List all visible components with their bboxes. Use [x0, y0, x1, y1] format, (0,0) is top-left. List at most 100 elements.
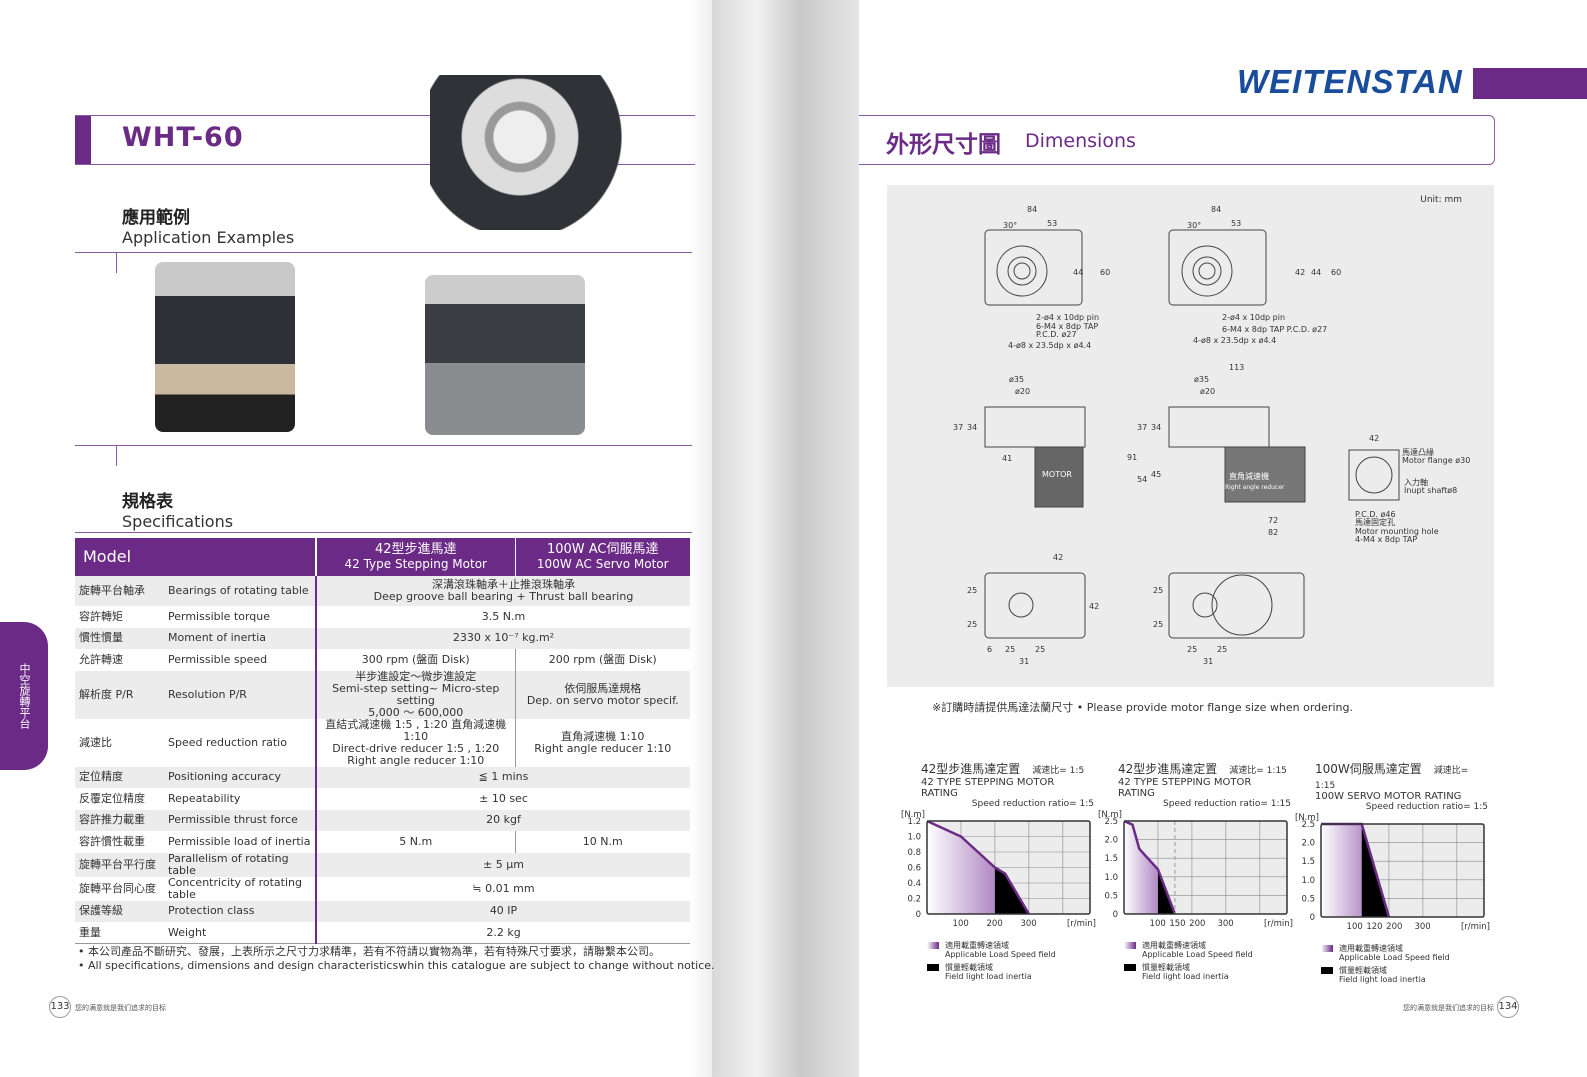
spec-value-servo: 200 rpm (盤面 Disk) — [548, 652, 657, 666]
x-tick-label: 100 — [953, 919, 969, 929]
svg-text:84: 84 — [1027, 205, 1037, 214]
y-tick-label: 1.5 — [1301, 857, 1315, 867]
svg-text:6-M4 x 8dp TAP: 6-M4 x 8dp TAP — [1036, 322, 1098, 331]
x-tick-label: 300 — [1414, 922, 1430, 932]
y-tick-label: 2.5 — [1301, 820, 1315, 830]
svg-text:MOTOR: MOTOR — [1042, 470, 1072, 479]
svg-text:60: 60 — [1331, 268, 1341, 277]
svg-text:ø35: ø35 — [1194, 375, 1209, 384]
application-image-stepper — [155, 262, 295, 432]
specs-heading: 規格表 Specifications — [122, 487, 233, 531]
y-axis-label: [N.m] — [901, 810, 925, 820]
dimensions-heading-zh: 外形尺寸圖 — [886, 132, 1001, 158]
svg-text:ø20: ø20 — [1200, 387, 1215, 396]
rating-curve — [926, 819, 1030, 915]
applications-heading-zh: 應用範例 — [122, 208, 190, 228]
svg-text:6-M4 x 8dp TAP P.C.D. ø27: 6-M4 x 8dp TAP P.C.D. ø27 — [1222, 325, 1327, 334]
category-side-tab[interactable]: 中空旋轉平台 — [0, 622, 48, 770]
spec-table: Model 42型步進馬達 42 Type Stepping Motor 100W… — [75, 538, 690, 944]
svg-text:2-ø4 x 10dp pin: 2-ø4 x 10dp pin — [1036, 313, 1099, 322]
legend-inertia: 慣量輕載領域 Field light load inertia — [1124, 963, 1291, 981]
spec-label-en: Positioning accuracy — [168, 766, 317, 788]
legend-applicable: 適用載重轉速領域 Applicable Load Speed field — [927, 941, 1094, 959]
spec-label-en: Moment of inertia — [168, 627, 317, 649]
svg-text:113: 113 — [1229, 363, 1244, 372]
svg-text:53: 53 — [1231, 219, 1241, 228]
svg-text:30°: 30° — [1187, 221, 1201, 230]
svg-text:6: 6 — [987, 645, 992, 654]
spec-label-zh: 容許推力載重 — [75, 809, 168, 831]
spec-row: 容許推力載重 Permissible thrust force 20 kgf — [75, 809, 690, 831]
divider-tick — [116, 253, 117, 273]
flange-view — [1348, 449, 1400, 501]
spec-label-en: Weight — [168, 922, 317, 944]
spec-value: 深溝滾珠軸承＋止推滾珠軸承 Deep groove ball bearing +… — [316, 576, 690, 606]
motor-rating-chart: 42型步進馬達定置 減速比= 1:15 42 TYPE STEPPING MOTO… — [1094, 760, 1293, 981]
spec-label-en: Speed reduction ratio — [168, 718, 317, 767]
spec-label-en: Resolution P/R — [168, 670, 317, 719]
spec-value: 20 kgf — [316, 809, 690, 831]
page-number-right: 134 — [1497, 996, 1519, 1018]
spec-label-zh: 反覆定位精度 — [79, 791, 145, 805]
spec-label-zh: 重量 — [75, 922, 168, 944]
legend-inertia: 慣量輕載領域 Field light load inertia — [1321, 966, 1488, 984]
x-axis-label: [r/min] — [1264, 919, 1293, 929]
dimensions-heading-en: Dimensions — [1025, 130, 1136, 152]
y-tick-label: 0.5 — [1301, 894, 1315, 904]
page-number: 133 — [49, 996, 71, 1018]
svg-text:82: 82 — [1268, 528, 1278, 537]
spec-value-stepper: 直結式減速機 1:5 , 1:20 直角減速機 1:10 Direct-driv… — [316, 718, 516, 767]
header-servo: 100W AC伺服馬達 100W AC Servo Motor — [515, 538, 690, 576]
legend-swatch-inertia — [927, 964, 939, 971]
svg-text:馬達固定孔: 馬達固定孔 — [1355, 517, 1395, 527]
light-inertia-area — [994, 867, 1029, 914]
svg-text:25: 25 — [1035, 645, 1045, 654]
plot-frame — [926, 820, 1091, 915]
brand-logo: WEITENSTAN — [1237, 63, 1463, 100]
x-tick-label: 200 — [987, 919, 1003, 929]
y-tick-label: 2.0 — [1104, 836, 1118, 846]
legend-swatch-inertia — [1321, 967, 1333, 974]
svg-text:ø35: ø35 — [1009, 375, 1024, 384]
light-inertia-area — [1157, 869, 1175, 914]
spec-row: 減速比 Speed reduction ratio 直結式減速機 1:5 , 1:2… — [75, 718, 690, 767]
spec-label-zh: 慣性慣量 — [75, 627, 168, 649]
spec-label-en: Repeatability — [168, 788, 317, 810]
order-note: ※訂購時請提供馬達法蘭尺寸 • Please provide motor fla… — [932, 701, 1353, 714]
product-image-main — [430, 75, 630, 230]
spec-value: 2.2 kg — [316, 922, 690, 944]
header-stepper: 42型步進馬達 42 Type Stepping Motor — [315, 538, 516, 576]
svg-text:37: 37 — [1137, 423, 1147, 432]
spec-row: 反覆定位精度 Repeatability ± 10 sec — [75, 788, 690, 810]
x-tick-label: 200 — [1189, 919, 1205, 929]
legend-applicable: 適用載重轉速領域 Applicable Load Speed field — [1124, 941, 1291, 959]
slogan-right: 您的满意就是我们追求的目标 — [1403, 1004, 1494, 1012]
unit-label: Unit: mm — [1420, 195, 1462, 205]
y-tick-label: 1.0 — [1104, 873, 1118, 883]
top-view-2 — [1168, 229, 1267, 306]
svg-text:P.C.D. ø46: P.C.D. ø46 — [1355, 510, 1396, 519]
specs-heading-en: Specifications — [122, 512, 234, 531]
x-axis-label: [r/min] — [1067, 919, 1096, 929]
y-tick-label: 0.2 — [907, 895, 921, 905]
chart-plot: [N.m] 0 0.2 0.4 0.6 0.8 1.0 1.2 100 200 300 [r/min] — [901, 810, 1096, 929]
spec-value: ≦ 1 mins — [316, 766, 690, 788]
x-tick-label: 100 — [1347, 922, 1363, 932]
divider — [75, 532, 692, 533]
spec-value: 40 IP — [316, 900, 690, 922]
svg-text:25: 25 — [1217, 645, 1227, 654]
svg-text:25: 25 — [1153, 586, 1163, 595]
legend-swatch-applicable — [927, 942, 939, 949]
applications-heading: 應用範例 Application Examples — [122, 203, 294, 247]
y-axis-label: [N.m] — [1295, 813, 1319, 823]
page-title: WHT-60 — [122, 122, 244, 153]
spec-label-en: Permissible thrust force — [168, 809, 317, 831]
bottom-view-1 — [984, 572, 1086, 639]
spec-value-servo: 依伺服馬達規格 Dep. on servo motor specif. — [515, 670, 690, 719]
dimension-drawings: 84 53 30° 44 60 2-ø4 x 10dp pin 6-M4 x 8dp T… — [887, 185, 1494, 687]
dimensions-title-bar — [859, 115, 1495, 165]
spec-value-stepper: 5 N.m — [316, 831, 516, 853]
legend-applicable: 適用載重轉速領域 Applicable Load Speed field — [1321, 944, 1488, 962]
title-bar — [75, 115, 695, 165]
